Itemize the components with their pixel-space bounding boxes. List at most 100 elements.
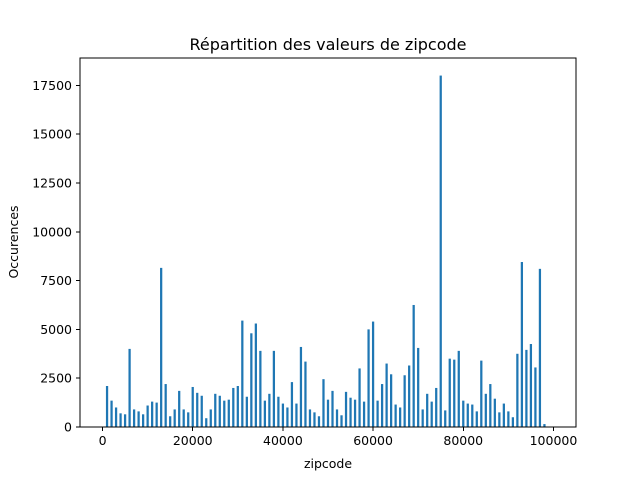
bar [507, 411, 510, 427]
bar [534, 367, 537, 427]
bar [299, 346, 303, 427]
bar [110, 400, 113, 427]
bar [114, 407, 118, 427]
bar [516, 353, 519, 427]
bar [119, 413, 122, 427]
bar [475, 411, 478, 427]
bar [182, 409, 185, 427]
bar [412, 304, 415, 427]
bar [358, 368, 361, 427]
x-tick-label: 60000 [353, 433, 393, 448]
bar [399, 407, 402, 427]
bar [313, 412, 316, 427]
bar [132, 409, 136, 427]
bar [322, 379, 325, 427]
bar [196, 392, 199, 427]
bar [164, 384, 167, 427]
bar [340, 415, 343, 427]
bar [200, 395, 203, 427]
bar [493, 398, 496, 427]
bar [511, 417, 514, 427]
y-tick-label: 2500 [40, 371, 72, 386]
bar [250, 333, 253, 427]
bar [308, 409, 312, 427]
bar [331, 390, 334, 427]
x-tick-label: 40000 [263, 433, 303, 448]
bar [453, 359, 456, 427]
bar-series [105, 75, 546, 427]
bar [417, 347, 420, 427]
bar [268, 393, 271, 427]
y-tick-label: 5000 [40, 322, 72, 337]
bar [142, 414, 145, 427]
bar [471, 404, 474, 427]
bar [295, 403, 298, 427]
bar [390, 374, 393, 427]
plot-frame [79, 57, 577, 428]
bar [227, 399, 230, 427]
x-axis-label: zipcode [304, 456, 352, 471]
y-tick-label: 15000 [32, 127, 72, 142]
bar [538, 268, 542, 427]
bar [543, 424, 546, 427]
bar [214, 393, 217, 427]
bar [394, 404, 397, 427]
bar [484, 393, 487, 427]
bar [155, 402, 158, 427]
bar [209, 409, 212, 427]
bar [151, 401, 154, 427]
bar [205, 418, 208, 427]
bar [169, 416, 172, 427]
bar [498, 412, 501, 427]
bar [385, 363, 388, 427]
bar [426, 393, 429, 427]
x-axis-ticks: 0 20000 40000 60000 80000 100000 [99, 427, 577, 448]
x-tick-label: 0 [99, 433, 107, 448]
bar [326, 399, 330, 427]
y-tick-label: 17500 [32, 78, 72, 93]
bar [448, 358, 451, 427]
bar [367, 329, 370, 427]
bar [160, 267, 163, 427]
x-tick-label: 20000 [173, 433, 213, 448]
bar [245, 396, 248, 427]
bar [466, 403, 469, 427]
bar [191, 386, 194, 427]
bar [137, 411, 140, 427]
bar [259, 350, 262, 427]
bar [178, 390, 181, 427]
chart-title: Répartition des valeurs de zipcode [189, 35, 466, 54]
bar [480, 360, 483, 427]
bar [146, 405, 149, 427]
bar [371, 321, 375, 427]
bar [123, 414, 127, 427]
bar [281, 403, 285, 427]
bar [353, 399, 357, 427]
bar [529, 344, 533, 427]
bar [223, 400, 226, 427]
bar [105, 386, 109, 427]
bar [380, 384, 384, 427]
y-tick-label: 0 [64, 420, 72, 435]
bar [254, 323, 257, 427]
bar [435, 387, 438, 427]
bar [232, 387, 235, 427]
bar [128, 348, 131, 427]
bar [520, 262, 524, 427]
bar [430, 401, 433, 427]
bar [403, 375, 406, 427]
bar [304, 361, 307, 427]
bar [317, 416, 321, 427]
bar [218, 395, 221, 427]
bar [272, 350, 276, 427]
y-tick-label: 12500 [32, 175, 72, 190]
y-axis-label: Occurences [6, 205, 21, 278]
bar [263, 400, 266, 427]
bar [525, 349, 528, 427]
bar [187, 412, 190, 427]
bar [173, 409, 176, 427]
bar [421, 409, 424, 427]
bar [236, 386, 239, 427]
